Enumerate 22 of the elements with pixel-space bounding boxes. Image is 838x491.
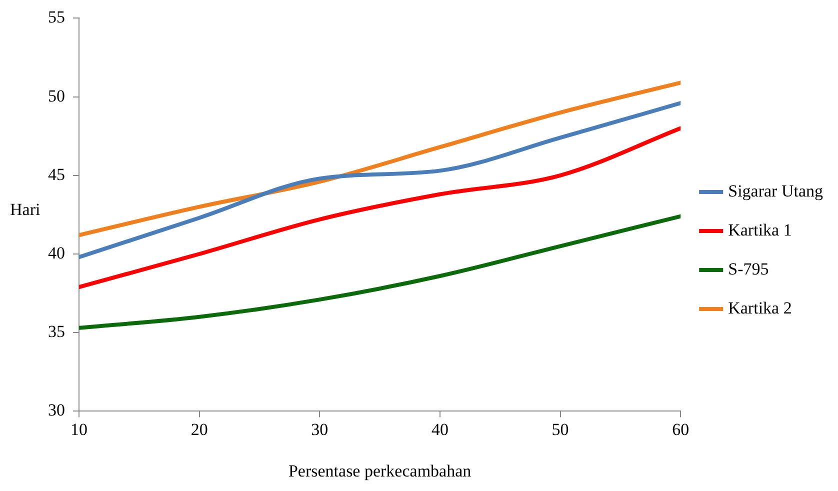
legend-label: Sigarar Utang xyxy=(728,181,824,200)
line-series xyxy=(79,101,681,260)
y-tick-label: 40 xyxy=(48,243,65,262)
x-tick-label: 20 xyxy=(190,420,208,439)
y-tick-label: 50 xyxy=(48,86,65,106)
y-tick-label: 35 xyxy=(48,322,65,342)
x-tick-label: 10 xyxy=(70,420,88,439)
y-tick-label: 45 xyxy=(48,164,65,184)
x-tick-label: 50 xyxy=(552,420,569,439)
x-tick-label: 30 xyxy=(311,420,328,439)
x-tick-label: 40 xyxy=(431,420,448,439)
legend-label: Kartika 1 xyxy=(728,220,792,240)
line-series xyxy=(79,80,681,238)
legend-label: S-795 xyxy=(728,259,769,278)
line-series xyxy=(79,126,681,290)
x-tick-label: 60 xyxy=(672,420,690,439)
line-series xyxy=(79,214,681,330)
legend-label: Kartika 2 xyxy=(728,298,792,318)
y-axis-title: Hari xyxy=(10,200,40,220)
y-tick-label: 55 xyxy=(48,8,65,27)
x-axis-title: Persentase perkecambahan xyxy=(288,461,472,480)
y-tick-label: 30 xyxy=(48,400,65,420)
